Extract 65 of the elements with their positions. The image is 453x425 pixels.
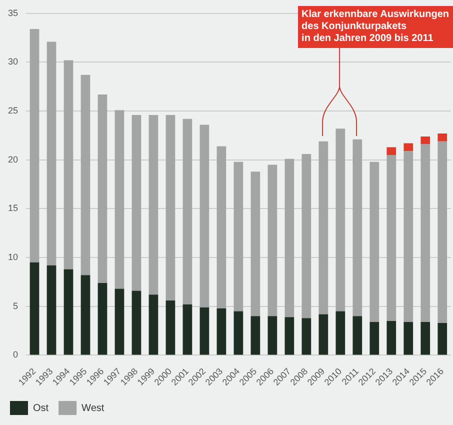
bar <box>438 322 448 355</box>
bar <box>182 118 192 304</box>
bar <box>404 143 414 152</box>
bar <box>302 318 312 355</box>
bar <box>386 147 396 156</box>
y-tick-label: 10 <box>8 252 18 262</box>
bar <box>250 316 260 355</box>
bar <box>98 282 108 355</box>
bar <box>268 316 278 355</box>
y-tick-label: 5 <box>12 300 18 311</box>
bar <box>284 158 294 318</box>
bar <box>268 164 278 316</box>
bar <box>352 139 362 316</box>
bar <box>250 172 260 316</box>
bar <box>216 146 226 308</box>
bar <box>386 321 396 355</box>
bar <box>80 275 90 355</box>
y-tick-label: 25 <box>8 106 18 116</box>
bar <box>370 162 380 322</box>
bar <box>182 304 192 355</box>
bar <box>166 114 176 301</box>
bar <box>420 144 430 322</box>
bar <box>438 134 448 142</box>
bar <box>318 141 328 314</box>
bar <box>132 290 142 355</box>
bar <box>386 155 396 322</box>
y-tick-label: 35 <box>8 8 18 18</box>
y-tick-label: 15 <box>8 203 18 214</box>
bar <box>404 151 414 322</box>
bar <box>420 136 430 144</box>
bar <box>234 162 244 312</box>
bar <box>336 128 346 312</box>
y-tick-label: 20 <box>8 154 18 164</box>
bar <box>30 262 40 355</box>
bar <box>234 311 244 355</box>
annotation: Klar erkennbare Auswirkungen des Konjunkturpakets in den Jahren 2009 bis 2011 <box>298 6 453 48</box>
bar <box>166 300 176 355</box>
bar <box>98 94 108 283</box>
bar <box>148 294 158 355</box>
bar <box>302 154 312 318</box>
bar <box>64 269 74 355</box>
bar <box>336 311 346 355</box>
bar <box>438 141 448 323</box>
legend-label: Ost <box>33 402 49 414</box>
bar <box>114 288 124 355</box>
bar <box>404 322 414 355</box>
bar <box>200 124 210 308</box>
bar <box>46 265 56 355</box>
bar <box>200 307 210 355</box>
bar <box>370 322 380 355</box>
bar <box>64 60 74 270</box>
bar <box>30 29 40 262</box>
bar <box>46 42 56 266</box>
bar <box>132 114 142 291</box>
legend-label: West <box>82 402 104 414</box>
bar <box>352 316 362 355</box>
bar <box>318 314 328 355</box>
bar <box>420 322 430 355</box>
bar <box>148 114 158 295</box>
bar <box>80 74 90 276</box>
bar <box>216 308 226 355</box>
y-tick-label: 30 <box>8 56 18 67</box>
bar <box>114 110 124 289</box>
bar <box>284 317 294 355</box>
y-tick-label: 0 <box>12 350 18 360</box>
